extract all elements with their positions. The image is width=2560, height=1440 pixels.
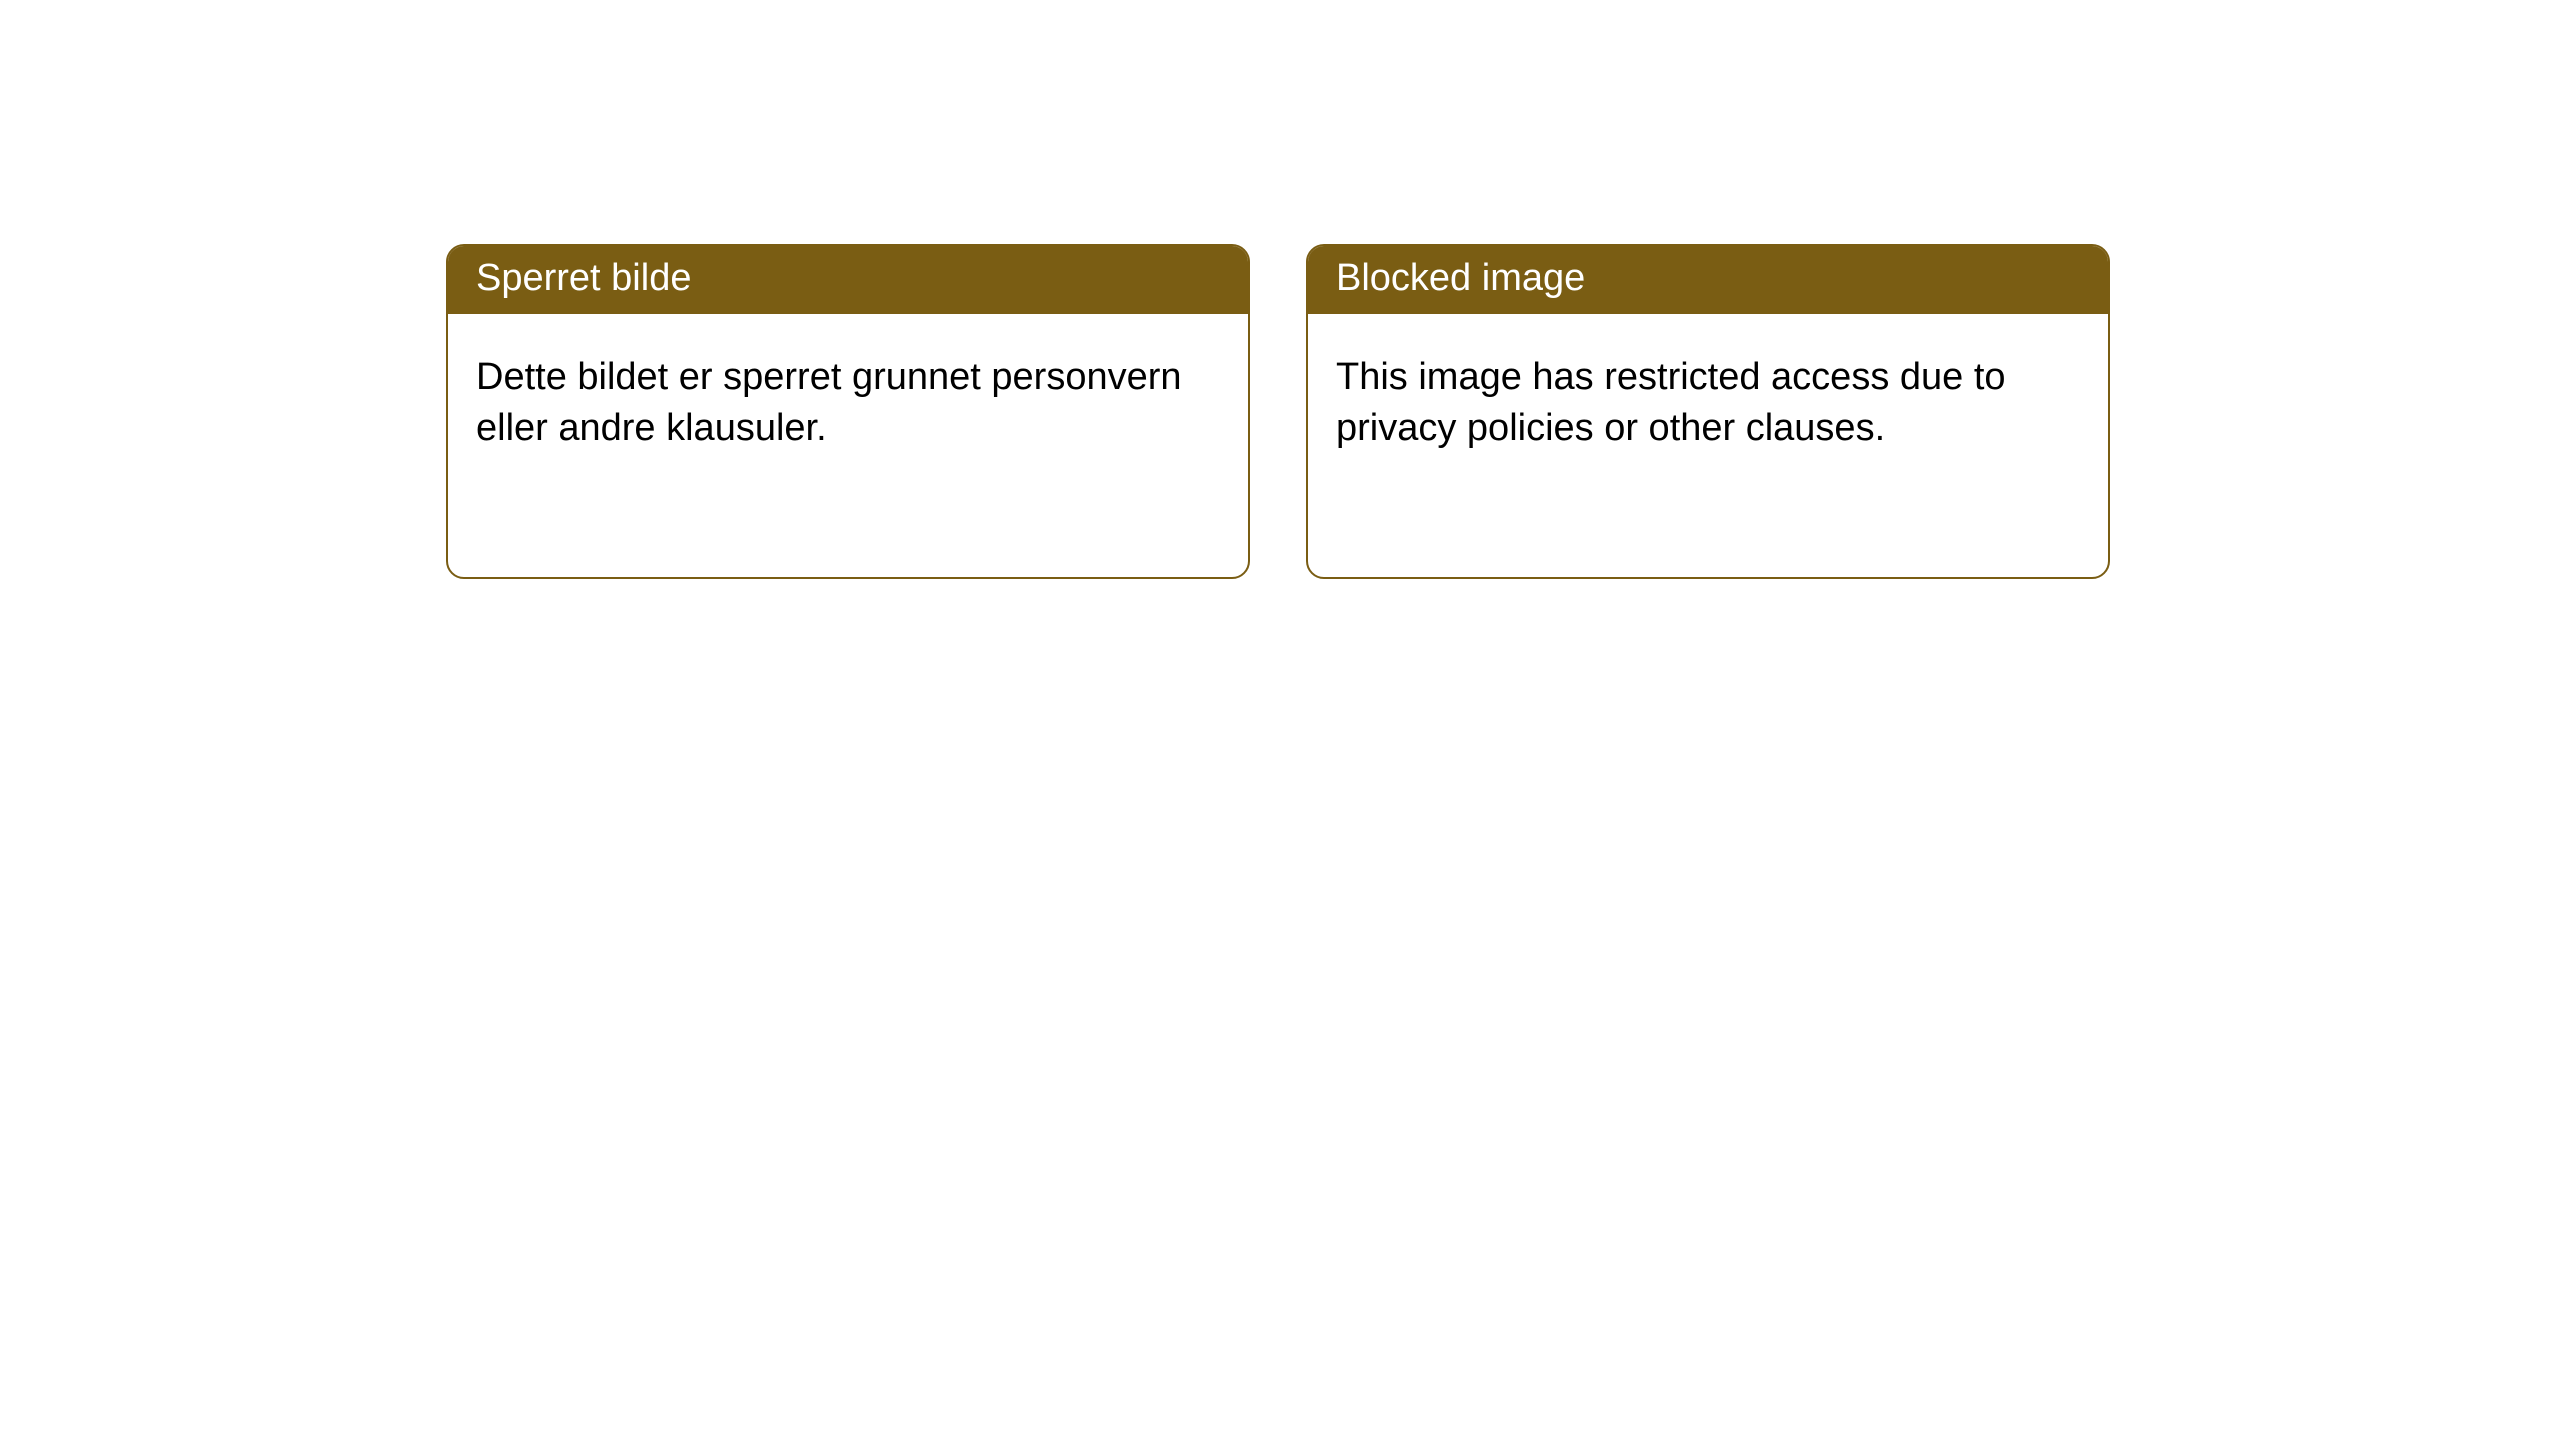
card-body-norwegian: Dette bildet er sperret grunnet personve… [448,314,1248,483]
card-header-norwegian: Sperret bilde [448,246,1248,314]
notice-card-norwegian: Sperret bilde Dette bildet er sperret gr… [446,244,1250,579]
card-body-english: This image has restricted access due to … [1308,314,2108,483]
notice-card-english: Blocked image This image has restricted … [1306,244,2110,579]
card-header-english: Blocked image [1308,246,2108,314]
notice-container: Sperret bilde Dette bildet er sperret gr… [0,0,2560,579]
